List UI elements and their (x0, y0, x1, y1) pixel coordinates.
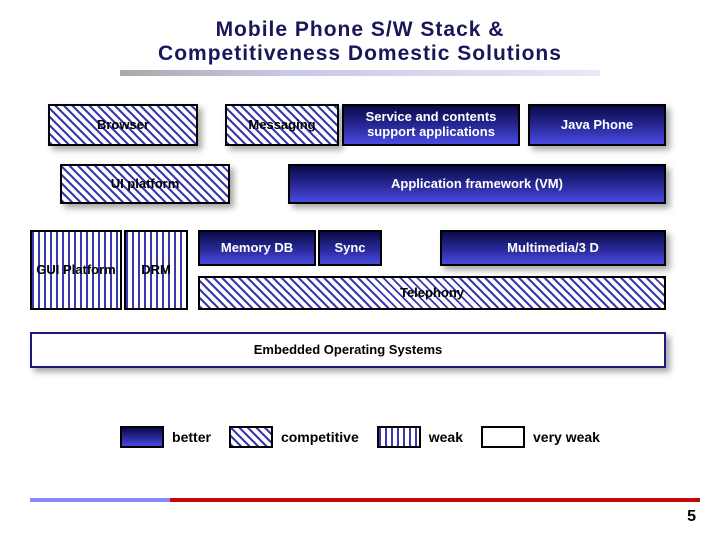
legend-swatch (229, 426, 273, 448)
box-javaphone: Java Phone (528, 104, 666, 146)
box-memdb: Memory DB (198, 230, 316, 266)
box-telephony: Telephony (198, 276, 666, 310)
box-mm3d: Multimedia/3 D (440, 230, 666, 266)
footer-rule (30, 498, 700, 502)
diagram-stage: Browser MessagingService and contents sup… (0, 94, 720, 414)
box-appfw: Application framework (VM) (288, 164, 666, 204)
box-browser: Browser (48, 104, 198, 146)
legend-swatch (120, 426, 164, 448)
slide-title: Mobile Phone S/W Stack & Competitiveness… (0, 0, 720, 76)
legend-label: very weak (533, 429, 600, 445)
title-line-1: Mobile Phone S/W Stack & (216, 18, 505, 42)
legend-swatch (377, 426, 421, 448)
box-uiplatform: UI platform (60, 164, 230, 204)
legend-swatch (481, 426, 525, 448)
title-line-2: Competitiveness Domestic Solutions (158, 42, 562, 66)
box-eos: Embedded Operating Systems (30, 332, 666, 368)
legend-item: better (120, 426, 211, 448)
legend-item: weak (377, 426, 463, 448)
box-gui: GUI Platform (30, 230, 122, 310)
legend: better competitive weak very weak (0, 426, 720, 448)
page-number: 5 (687, 508, 696, 526)
legend-label: weak (429, 429, 463, 445)
legend-label: better (172, 429, 211, 445)
box-drm: DRM (124, 230, 188, 310)
box-sync: Sync (318, 230, 382, 266)
legend-item: very weak (481, 426, 600, 448)
legend-item: competitive (229, 426, 359, 448)
box-svc: Service and contents support application… (342, 104, 520, 146)
legend-label: competitive (281, 429, 359, 445)
box-messaging: Messaging (225, 104, 339, 146)
title-underline (120, 70, 600, 76)
